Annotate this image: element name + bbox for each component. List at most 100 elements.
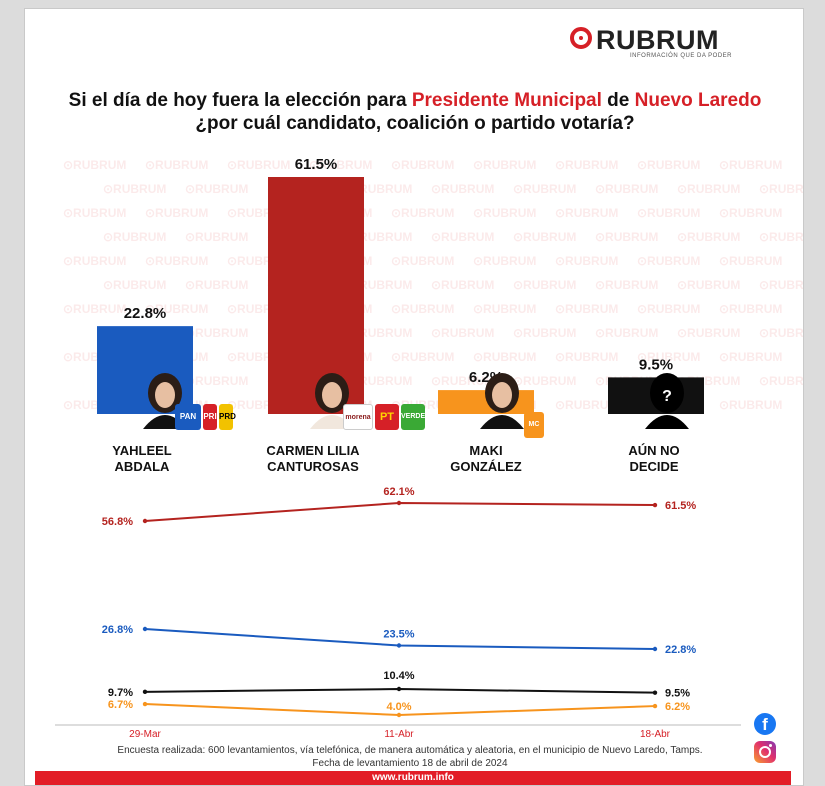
watermark-text: ⊙RUBRUM [63, 302, 126, 316]
watermark-text: ⊙RUBRUM [719, 158, 782, 172]
watermark-text: ⊙RUBRUM [103, 230, 166, 244]
candidate-name-carmen: CARMEN LILIA CANTUROSAS [238, 443, 388, 475]
watermark-text: ⊙RUBRUM [513, 326, 576, 340]
line-point [652, 690, 658, 695]
line-point [396, 686, 402, 692]
line-point [142, 518, 148, 524]
watermark-text: ⊙RUBRUM [103, 182, 166, 196]
watermark-text: ⊙RUBRUM [595, 182, 658, 196]
watermark-text: ⊙RUBRUM [349, 374, 412, 388]
logo-ring-icon [570, 27, 592, 49]
watermark-text: ⊙RUBRUM [677, 182, 740, 196]
watermark-text: ⊙RUBRUM [145, 302, 208, 316]
page-title: Si el día de hoy fuera la elección para … [65, 89, 765, 135]
facebook-icon[interactable]: f [754, 713, 776, 735]
watermark-text: ⊙RUBRUM [759, 230, 803, 244]
watermark-text: ⊙RUBRUM [555, 206, 618, 220]
infographic-card: RUBRUM INFORMACIÓN QUE DA PODER Si el dí… [24, 8, 804, 786]
title-part2: de [601, 90, 635, 111]
watermark-text: ⊙RUBRUM [145, 206, 208, 220]
line-point [652, 703, 658, 709]
watermark-text: ⊙RUBRUM [677, 278, 740, 292]
watermark-text: ⊙RUBRUM [103, 278, 166, 292]
watermark-text: ⊙RUBRUM [391, 206, 454, 220]
title-part3: ¿por cuál candidato, coalición o partido… [195, 113, 635, 134]
watermark-text: ⊙RUBRUM [63, 206, 126, 220]
watermark-text: ⊙RUBRUM [513, 230, 576, 244]
instagram-icon[interactable] [754, 741, 776, 763]
candidate-name-line1: MAKI [469, 443, 503, 458]
prd-logo-icon: PRD [219, 404, 236, 430]
watermark-text: ⊙RUBRUM [431, 230, 494, 244]
line-value-label: 10.4% [383, 670, 414, 682]
watermark-text: ⊙RUBRUM [719, 254, 782, 268]
watermark-text: ⊙RUBRUM [349, 182, 412, 196]
line-value-label: 9.7% [108, 687, 133, 699]
photo-shape [657, 382, 677, 408]
watermark-text: ⊙RUBRUM [513, 278, 576, 292]
watermark-text: ⊙RUBRUM [759, 374, 803, 388]
line-point [142, 626, 148, 632]
watermark-text: ⊙RUBRUM [391, 254, 454, 268]
watermark-text: ⊙RUBRUM [63, 254, 126, 268]
watermark-text: ⊙RUBRUM [349, 326, 412, 340]
bar-value-label: 61.5% [295, 156, 338, 173]
watermark-text: ⊙RUBRUM [759, 326, 803, 340]
watermark-text: ⊙RUBRUM [555, 158, 618, 172]
watermark-text: ⊙RUBRUM [759, 182, 803, 196]
watermark-text: ⊙RUBRUM [431, 326, 494, 340]
watermark-text: ⊙RUBRUM [759, 278, 803, 292]
watermark-text: ⊙RUBRUM [595, 278, 658, 292]
survey-date: Fecha de levantamiento 18 de abril de 20… [312, 758, 508, 769]
watermark-text: ⊙RUBRUM [555, 350, 618, 364]
party-logos-carmen: morena PT VERDE [343, 404, 425, 430]
photo-shape [492, 382, 512, 408]
logo-wordmark: RUBRUM [596, 25, 719, 55]
mc-logo-icon: MC [524, 412, 544, 438]
watermark-text: ⊙RUBRUM [473, 254, 536, 268]
watermark-text: ⊙RUBRUM [349, 230, 412, 244]
watermark-text: ⊙RUBRUM [145, 254, 208, 268]
watermark-text: ⊙RUBRUM [391, 350, 454, 364]
photo-shape [480, 415, 524, 429]
watermark-text: ⊙RUBRUM [637, 206, 700, 220]
candidate-name-line1: YAHLEEL [112, 443, 172, 458]
line-point [652, 502, 658, 508]
pri-logo-icon: PRI [203, 404, 217, 430]
photo-shape [645, 415, 689, 429]
line-series-carmen [144, 501, 656, 522]
watermark-text: ⊙RUBRUM [185, 374, 248, 388]
watermark-text: ⊙RUBRUM [555, 302, 618, 316]
candidate-name-undecided: AÚN NO DECIDE [579, 443, 729, 475]
watermark-text: ⊙RUBRUM [473, 302, 536, 316]
line-value-label: 23.5% [383, 629, 414, 641]
watermark-text: ⊙RUBRUM [719, 206, 782, 220]
line-point [142, 701, 148, 707]
x-tick-label: 18-Abr [640, 729, 671, 740]
watermark-text: ⊙RUBRUM [63, 158, 126, 172]
candidate-name-line2: DECIDE [629, 459, 679, 474]
title-highlight-office: Presidente Municipal [411, 90, 602, 111]
line-value-label: 4.0% [386, 701, 411, 713]
candidate-name-line1: CARMEN LILIA [266, 443, 360, 458]
line-value-label: 22.8% [665, 644, 696, 656]
watermark-text: ⊙RUBRUM [513, 182, 576, 196]
party-logos-yahleel: PAN PRI PRD [175, 404, 236, 430]
line-value-label: 9.5% [665, 688, 690, 700]
watermark-text: ⊙RUBRUM [719, 350, 782, 364]
pt-logo-icon: PT [375, 404, 399, 430]
candidate-name-line1: AÚN NO [628, 443, 680, 458]
line-value-label: 26.8% [102, 624, 133, 636]
line-point [396, 712, 402, 718]
line-point [142, 689, 148, 695]
watermark-text: ⊙RUBRUM [473, 350, 536, 364]
watermark-text: ⊙RUBRUM [637, 302, 700, 316]
website-link[interactable]: www.rubrum.info [372, 772, 454, 783]
line-value-label: 62.1% [383, 486, 414, 498]
watermark-text: ⊙RUBRUM [349, 278, 412, 292]
watermark-text: ⊙RUBRUM [185, 230, 248, 244]
watermark-text: ⊙RUBRUM [309, 158, 372, 172]
verde-logo-icon: VERDE [401, 404, 425, 430]
watermark-text: ⊙RUBRUM [431, 182, 494, 196]
watermark-text: ⊙RUBRUM [145, 158, 208, 172]
